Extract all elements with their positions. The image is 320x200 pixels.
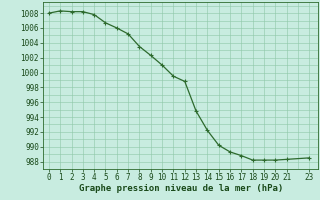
X-axis label: Graphe pression niveau de la mer (hPa): Graphe pression niveau de la mer (hPa) [79,184,283,193]
